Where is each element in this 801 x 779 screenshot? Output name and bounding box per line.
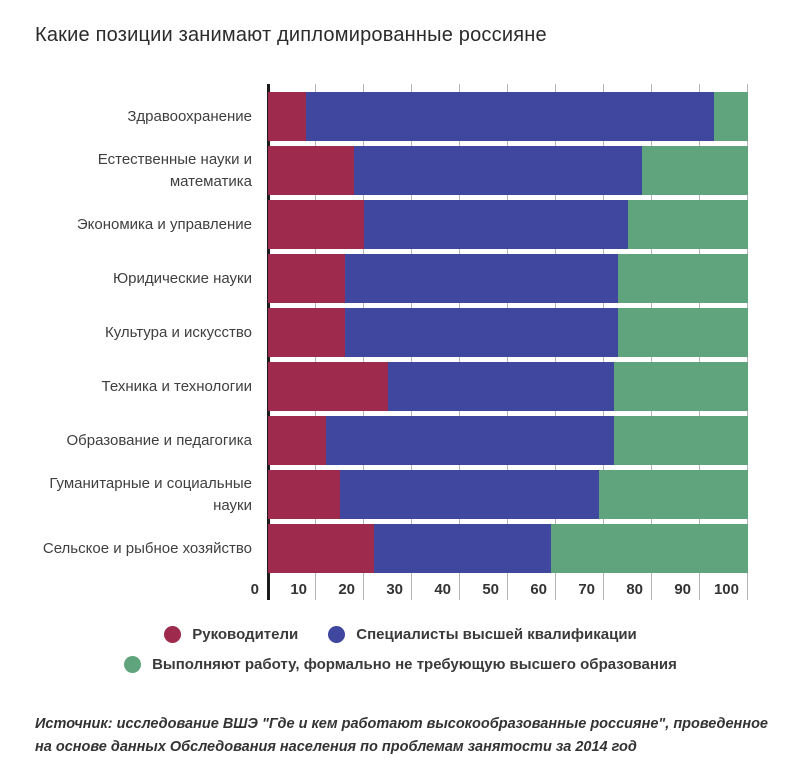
legend-label-managers: Руководители: [192, 626, 299, 643]
legend-dot-managers: [164, 626, 182, 643]
legend-row-2: Выполняют работу, формально не требующую…: [124, 656, 677, 673]
bar-segment-specialists: [306, 92, 715, 141]
bar-segment-specialists: [354, 146, 643, 195]
bar-segment-managers: [268, 200, 364, 249]
chart-row: Экономика и управление: [35, 200, 748, 249]
bar-segment-specialists: [364, 200, 628, 249]
chart-row: Здравоохранение: [35, 92, 748, 141]
x-axis-tick-label: 10: [268, 578, 312, 600]
source-line-1: Источник: исследование ВШЭ "Где и кем ра…: [35, 716, 768, 732]
stacked-bar-chart: 0 10 20 30 40 50 60 70 80 90 100 Здравоохранение Ес…: [35, 84, 748, 600]
category-label: Техника и технологии: [101, 377, 252, 395]
bar-segment-managers: [268, 416, 326, 465]
category-label: Здравоохранение: [127, 107, 252, 125]
chart-rows: Здравоохранение Естественные науки и мате…: [35, 92, 748, 573]
bar-segment-specialists: [373, 524, 552, 573]
category-label: Экономика и управление: [76, 215, 252, 233]
category-label: Культура и искусство: [104, 323, 252, 341]
x-axis-tick-label: 50: [460, 578, 504, 600]
bar-group: [268, 254, 748, 303]
x-axis-tick-label: 20: [316, 578, 360, 600]
bar-segment-managers: [268, 308, 345, 357]
legend-item-specialists: Специалисты высшей квалификации: [328, 626, 637, 643]
legend-item-overqualified: Выполняют работу, формально не требующую…: [124, 656, 677, 673]
legend-row-1: Руководители Специалисты высшей квалифик…: [164, 626, 637, 643]
chart-row: Техника и технологии: [35, 362, 748, 411]
legend-label-specialists: Специалисты высшей квалификации: [356, 626, 637, 643]
bar-segment-specialists: [340, 470, 600, 519]
category-label: Юридические науки: [112, 269, 252, 287]
chart-row: Культура и искусство: [35, 308, 748, 357]
bar-group: [268, 308, 748, 357]
chart-row: Юридические науки: [35, 254, 748, 303]
bar-group: [268, 416, 748, 465]
page: Какие позиции занимают дипломированные р…: [0, 24, 801, 759]
x-axis-tick-label: 100: [700, 578, 744, 600]
chart-row: Образование и педагогика: [35, 416, 748, 465]
bar-segment-overqualified: [613, 362, 748, 411]
bar-group: [268, 146, 748, 195]
source-line-2: на основе данных Обследования населения …: [35, 739, 637, 756]
bar-segment-specialists: [344, 308, 619, 357]
x-axis-tick-label: 40: [412, 578, 456, 600]
bar-group: [268, 524, 748, 573]
category-label: Сельское и рыбное хозяйство: [42, 539, 252, 557]
bar-segment-managers: [268, 362, 388, 411]
x-axis-tick-label: 80: [604, 578, 648, 600]
bar-group: [268, 362, 748, 411]
x-axis-tick-label: 0: [220, 578, 264, 600]
category-label: Образование и педагогика: [66, 431, 253, 449]
bar-segment-overqualified: [618, 308, 748, 357]
x-axis-tick-label: 70: [556, 578, 600, 600]
bar-group: [268, 200, 748, 249]
x-axis-tick-label: 90: [652, 578, 696, 600]
bar-segment-managers: [268, 470, 340, 519]
chart-title: Какие позиции занимают дипломированные р…: [35, 24, 547, 46]
bar-segment-specialists: [325, 416, 614, 465]
bar-segment-overqualified: [618, 254, 748, 303]
legend-label-overqualified: Выполняют работу, формально не требующую…: [152, 656, 677, 673]
bar-segment-overqualified: [551, 524, 748, 573]
chart-row: Сельское и рыбное хозяйство: [35, 524, 748, 573]
legend-dot-specialists: [328, 626, 346, 643]
bar-segment-specialists: [344, 254, 619, 303]
bar-segment-managers: [268, 146, 355, 195]
bar-segment-overqualified: [642, 146, 748, 195]
bar-segment-managers: [268, 524, 374, 573]
x-axis-tick-label: 30: [364, 578, 408, 600]
bar-segment-overqualified: [628, 200, 748, 249]
chart-row: Естественные науки и математика: [35, 146, 748, 195]
bar-segment-overqualified: [714, 92, 748, 141]
chart-row: Гуманитарные и социальные науки: [35, 470, 748, 519]
bar-segment-overqualified: [599, 470, 748, 519]
bar-group: [268, 470, 748, 519]
category-label: Естественные науки и математика: [97, 150, 252, 190]
source-note: Источник: исследование ВШЭ "Где и кем ра…: [35, 713, 795, 759]
legend-dot-overqualified: [124, 656, 142, 673]
bar-segment-managers: [268, 254, 345, 303]
bar-segment-specialists: [388, 362, 614, 411]
legend: Руководители Специалисты высшей квалифик…: [0, 626, 801, 673]
legend-item-managers: Руководители: [164, 626, 298, 643]
bar-segment-managers: [268, 92, 307, 141]
bar-group: [268, 92, 748, 141]
category-label: Гуманитарные и социальные науки: [49, 474, 252, 514]
x-axis-tick-label: 60: [508, 578, 552, 600]
bar-segment-overqualified: [613, 416, 748, 465]
